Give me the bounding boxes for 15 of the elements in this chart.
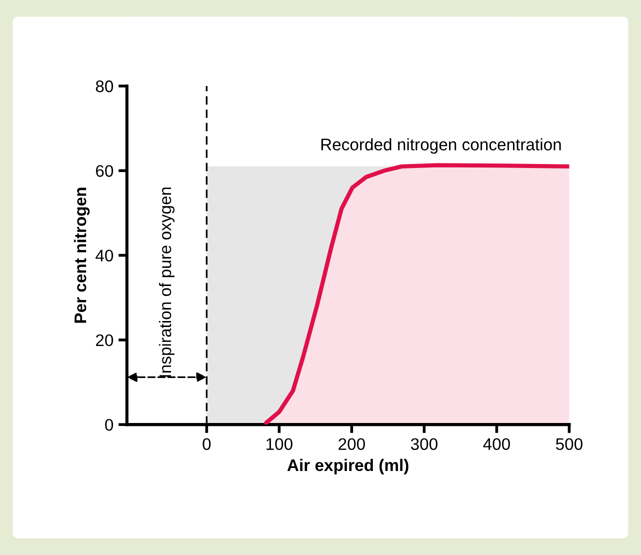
x-tick-label: 0 bbox=[202, 438, 211, 450]
x-tick-label: 100 bbox=[266, 438, 292, 450]
y-tick-label: 0 bbox=[105, 418, 114, 431]
y-tick-label: 20 bbox=[96, 334, 114, 346]
x-axis-title: Air expired (ml) bbox=[287, 458, 408, 474]
x-tick-label: 400 bbox=[483, 438, 510, 450]
x-tick-label: 300 bbox=[410, 438, 438, 450]
y-axis-title: Per cent nitrogen bbox=[74, 188, 90, 323]
y-tick-label: 80 bbox=[96, 80, 114, 92]
annotation: Inspiration of pure oxygen bbox=[158, 188, 174, 377]
x-tick-label: 200 bbox=[338, 438, 365, 450]
y-tick-label: 40 bbox=[96, 250, 114, 262]
annotation: Recorded nitrogen concentration bbox=[321, 138, 561, 154]
y-tick-label: 60 bbox=[96, 165, 114, 177]
x-tick-label: 500 bbox=[556, 438, 582, 450]
